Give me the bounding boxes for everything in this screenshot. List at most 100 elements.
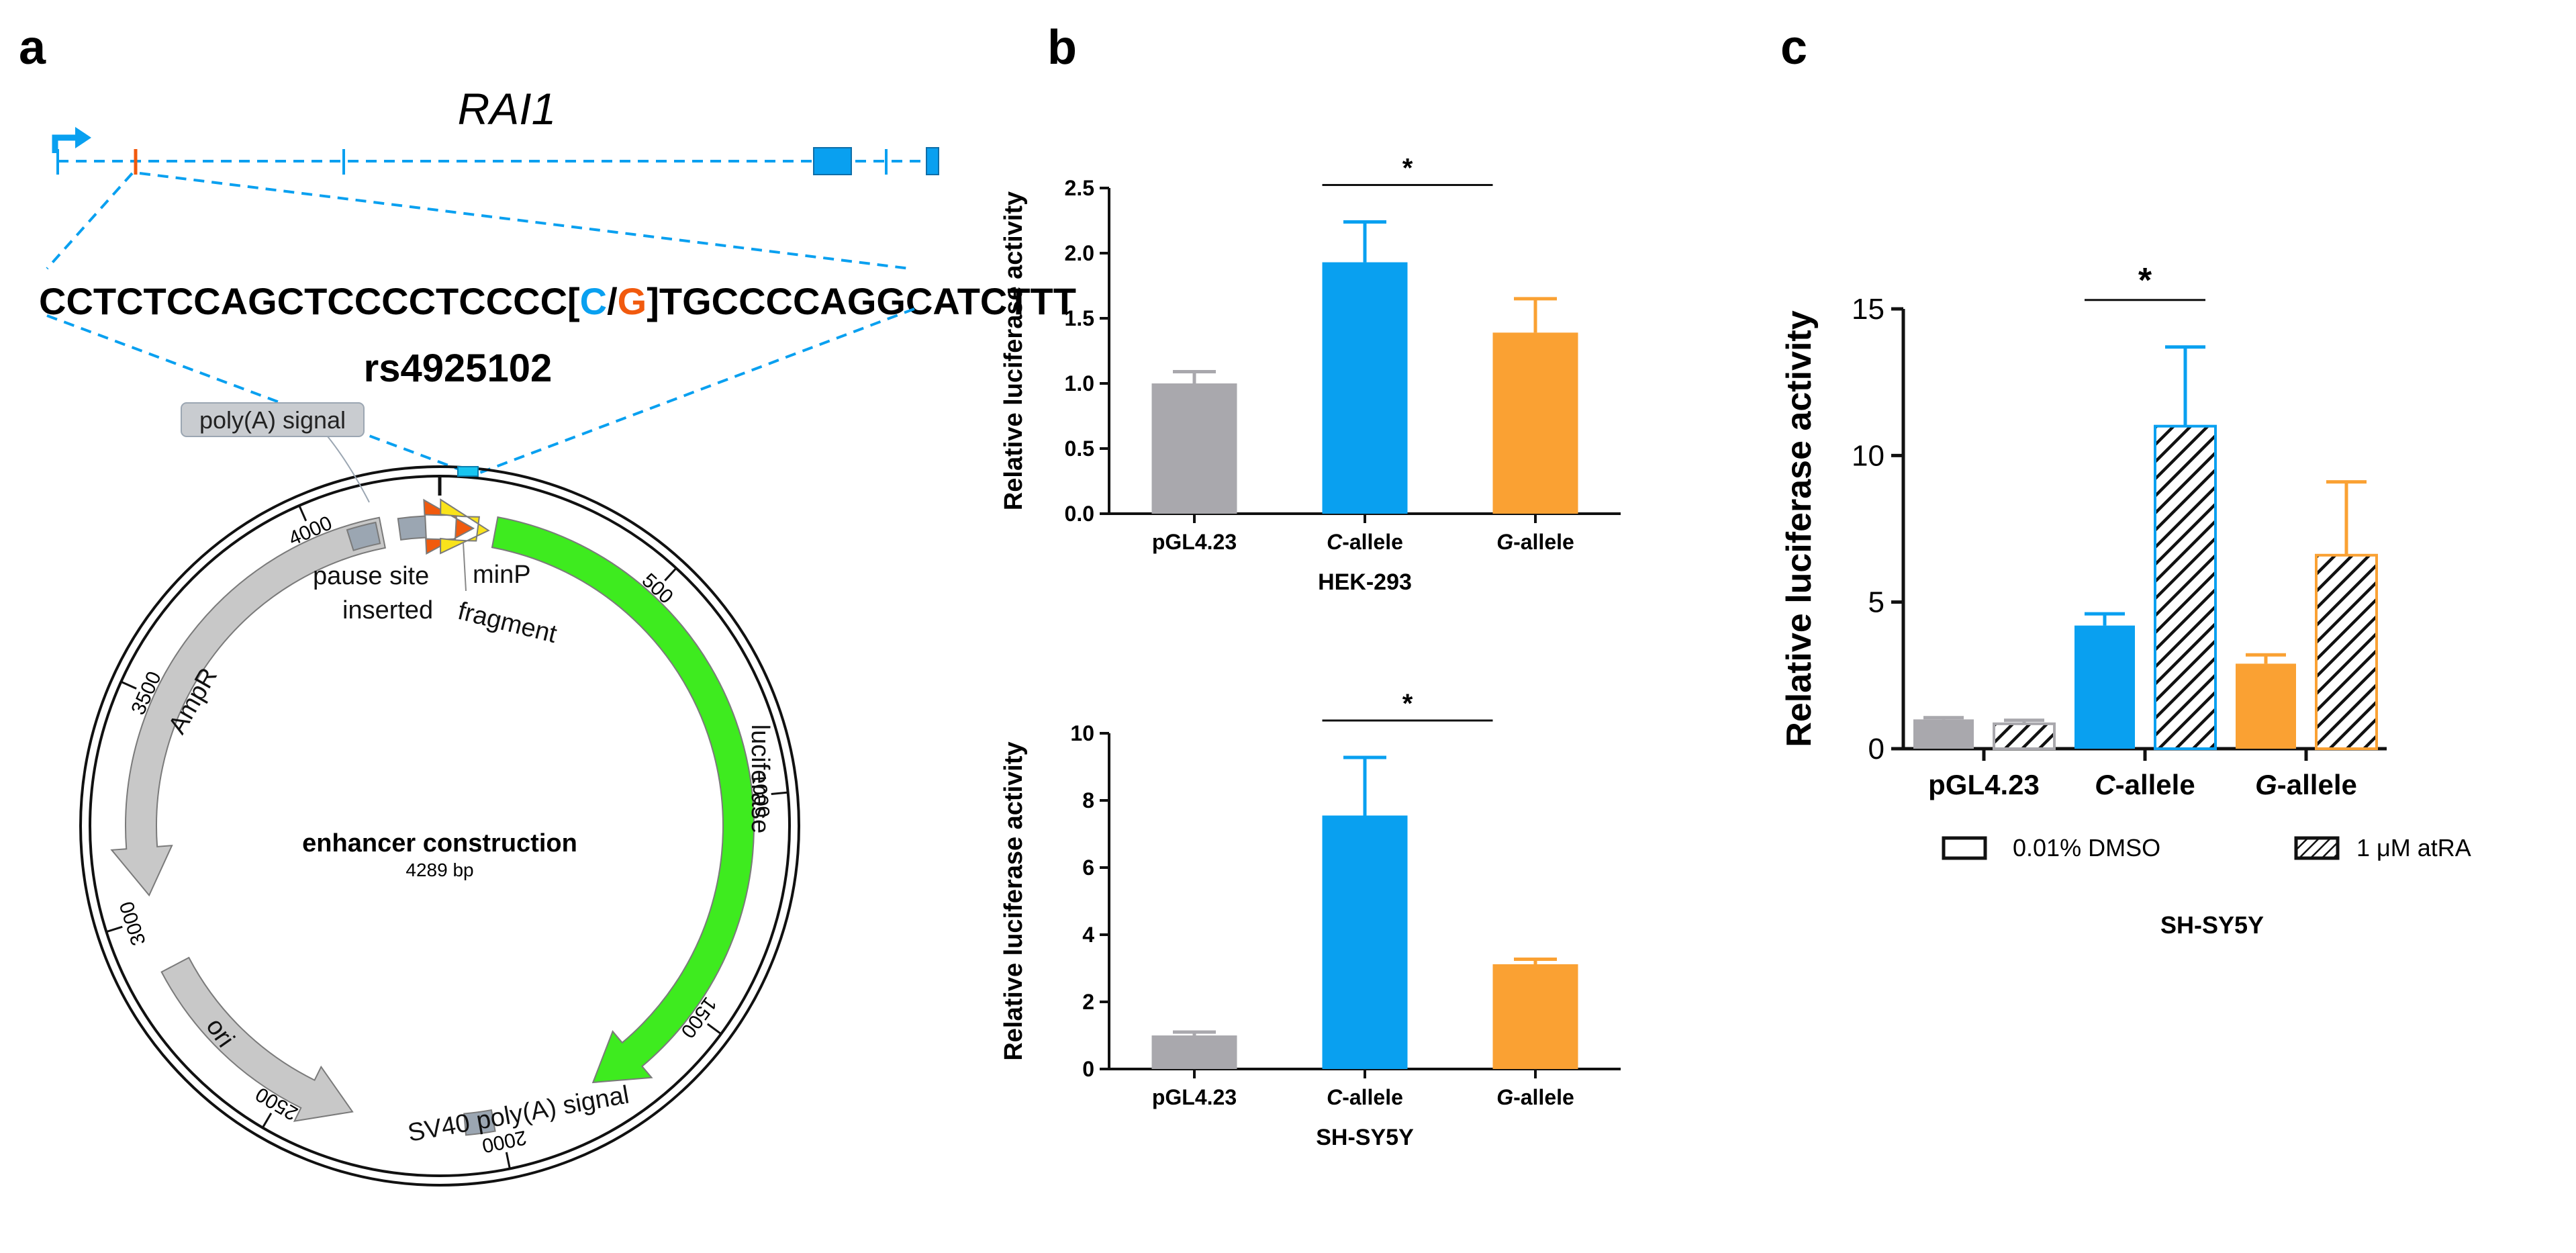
legend-label-atra: 1 μM atRA <box>2356 834 2471 862</box>
y-tick-label: 1.0 <box>1065 371 1094 396</box>
y-tick-label: 10 <box>1852 439 1885 472</box>
bar-c-allele <box>1322 262 1408 514</box>
plasmid-tick-2000 <box>505 1152 511 1169</box>
plasmid-features <box>110 498 755 1136</box>
y-tick-label: 2 <box>1082 990 1094 1014</box>
gene-diagram: RAI1 <box>46 84 940 270</box>
panel-b: b 0.0 0.5 1.0 1.5 2.0 2.5 pGL4.23 C-allele G-all… <box>1000 21 1621 1150</box>
plasmid-inner-ring <box>89 475 791 1177</box>
pause-site-box <box>397 515 427 541</box>
plasmid-tick-1500 <box>706 1023 722 1035</box>
tss-arrowhead-icon <box>75 127 91 148</box>
snp-id: rs4925102 <box>364 346 553 390</box>
plasmid-tick-3500 <box>120 680 137 690</box>
x-tick-label: C-allele <box>2095 769 2195 800</box>
plasmid-tick-3000 <box>105 925 123 933</box>
ori-arrow <box>160 956 354 1122</box>
tss-arrow-icon <box>52 134 79 153</box>
y-axis-title: Relative luciferase activity <box>1780 310 1819 747</box>
y-tick-label: 2.0 <box>1065 241 1094 265</box>
y-axis-title: Relative luciferase activity <box>1000 191 1028 510</box>
y-tick-label: 6 <box>1082 855 1094 880</box>
x-tick-label: G-allele <box>1496 1085 1574 1109</box>
chart-hek293: 0.0 0.5 1.0 1.5 2.0 2.5 pGL4.23 C-allele G-allel… <box>1000 153 1621 595</box>
minp-label: minP <box>473 561 531 589</box>
sv40-box <box>463 1109 496 1136</box>
plasmid-name: enhancer construction <box>302 829 577 857</box>
allele-c: C <box>580 280 607 322</box>
bar-g-allele <box>1492 332 1578 514</box>
exon-3 <box>813 147 852 175</box>
chart-title: SH-SY5Y <box>2160 911 2264 939</box>
x-tick-label: G-allele <box>2255 769 2357 800</box>
luciferase-label: luciferase <box>746 725 774 834</box>
polya-box <box>346 521 381 551</box>
significance-star: * <box>1402 153 1413 183</box>
plasmid-tick-2500 <box>261 1112 273 1129</box>
minp-leader <box>463 542 467 592</box>
x-tick-label: pGL4.23 <box>1152 530 1237 554</box>
zoom-line-right <box>139 172 910 270</box>
y-tick-label: 0 <box>1082 1057 1094 1081</box>
bar-c-allele <box>1322 815 1408 1069</box>
significance-star: * <box>2138 261 2152 300</box>
y-tick-label: 1.5 <box>1065 306 1094 330</box>
pause-site-label: pause site <box>313 562 429 590</box>
bar-g-allele <box>1492 964 1578 1069</box>
insert-site <box>457 466 479 477</box>
ampr-arrow <box>110 516 386 897</box>
x-tick-label: pGL4.23 <box>1928 769 2040 800</box>
panel-a-label: a <box>19 21 46 75</box>
legend-label-dmso: 0.01% DMSO <box>2013 834 2160 862</box>
y-tick-label: 8 <box>1082 788 1094 813</box>
zoom-line-left <box>46 172 134 270</box>
bar-hatch-atra <box>1993 722 2056 750</box>
chart-atra: 0 5 10 15 pGL4.23 C-allele G-allele * Relative l… <box>1780 261 2471 939</box>
plasmid-tick-4000 <box>298 505 307 522</box>
x-tick-label: C-allele <box>1327 530 1403 554</box>
seq-left: CCTCTCCAGCTCCCCTCCCC[ <box>39 280 580 322</box>
minp-arrow <box>440 498 490 555</box>
bar-hatch-atra <box>2315 553 2378 750</box>
chart-title: HEK-293 <box>1318 569 1412 595</box>
inserted-label: inserted <box>342 596 433 624</box>
x-tick-label: C-allele <box>1327 1085 1403 1109</box>
bar-dmso <box>2236 663 2296 749</box>
allele-g: G <box>618 280 647 322</box>
polya-label: poly(A) signal <box>199 406 346 434</box>
polya-callout-box <box>181 402 365 437</box>
zoom-line-plasmid-right <box>477 308 915 475</box>
y-tick-label: 5 <box>1868 586 1885 619</box>
zoom-line-plasmid-left <box>46 314 471 475</box>
seq-right: ]TGCCCCAGGCATCTTT <box>647 280 1076 322</box>
chart-shsy5y: 0 2 4 6 8 10 pGL4.23 C-allele G-allele * SH-SY5Y Re… <box>1000 689 1621 1150</box>
polya-leader <box>327 436 370 503</box>
plasmid-outer-ring <box>79 465 800 1187</box>
significance-star: * <box>1402 689 1413 718</box>
y-tick-label: 0.0 <box>1065 502 1094 526</box>
luciferase-arrow <box>491 516 755 1084</box>
panel-a: a RAI1 CCTCTCCAGCTCCCCTCCCC[C/G]TGCCCCAG… <box>19 21 1076 1187</box>
plasmid-tick-label: 3000 <box>115 898 150 948</box>
exon-5 <box>926 147 939 175</box>
bar-dmso <box>2074 625 2135 749</box>
y-tick-label: 2.5 <box>1065 176 1094 200</box>
chart-title: SH-SY5Y <box>1316 1125 1414 1150</box>
gene-name: RAI1 <box>458 84 557 134</box>
panel-c: c 0 5 10 15 pGL4.23 C-allele G-allele * Relative… <box>1780 21 2471 939</box>
fragment-label: fragment <box>455 597 560 649</box>
legend-swatch-dmso <box>1942 836 1987 860</box>
bar-pgl4-23 <box>1151 383 1237 514</box>
bar-pgl4-23 <box>1151 1035 1237 1069</box>
panel-b-label: b <box>1047 21 1077 75</box>
x-tick-label: pGL4.23 <box>1152 1085 1237 1109</box>
legend-swatch-atra <box>2294 836 2340 860</box>
y-tick-label: 0.5 <box>1065 436 1094 461</box>
snp-sequence: CCTCTCCAGCTCCCCTCCCC[C/G]TGCCCCAGGCATCTT… <box>39 280 1076 322</box>
y-tick-label: 10 <box>1070 721 1094 745</box>
allele-slash: / <box>607 280 618 322</box>
bar-dmso <box>1913 719 1974 749</box>
x-tick-label: G-allele <box>1496 530 1574 554</box>
